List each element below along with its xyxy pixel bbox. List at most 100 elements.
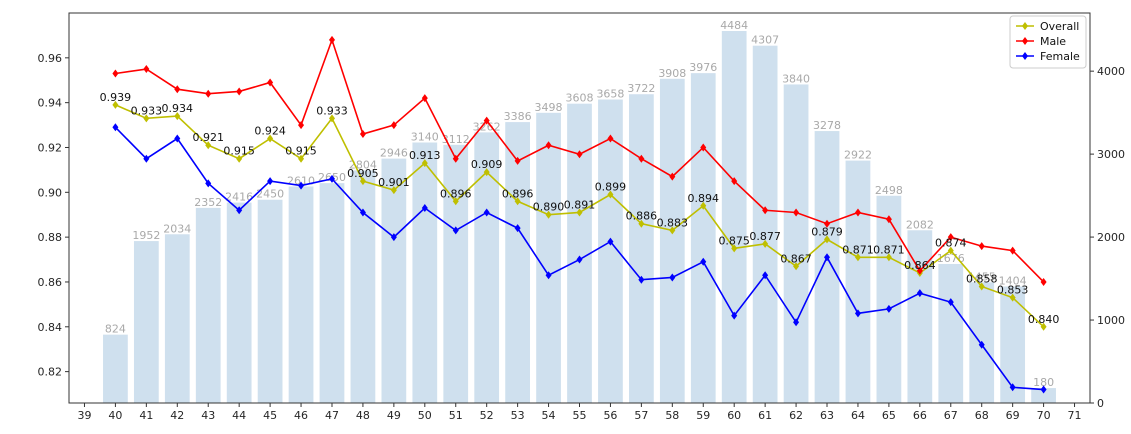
legend: Overall Male Female: [1009, 15, 1087, 69]
series-marker-overall: [669, 226, 676, 235]
bar-value-label: 2082: [906, 218, 934, 231]
series-marker-overall: [700, 201, 707, 210]
series-marker-male: [824, 219, 831, 228]
x-axis-tick-label: 63: [820, 409, 834, 422]
bar-value-label: 3498: [535, 101, 563, 114]
bar-value-label: 2498: [875, 184, 903, 197]
series-marker-male: [545, 141, 552, 150]
bar: [195, 207, 221, 403]
series-marker-female: [793, 318, 800, 327]
series-marker-overall: [854, 253, 861, 262]
legend-label-overall: Overall: [1040, 20, 1079, 33]
series-marker-female: [854, 309, 861, 318]
point-value-label: 0.905: [347, 167, 379, 180]
series-marker-male: [205, 89, 212, 98]
bar-value-label: 180: [1033, 376, 1054, 389]
x-axis-tick-label: 61: [758, 409, 772, 422]
point-value-label: 0.896: [440, 187, 472, 200]
series-marker-male: [576, 150, 583, 159]
point-value-label: 0.939: [100, 91, 132, 104]
series-marker-female: [638, 275, 645, 284]
bar-value-label: 2416: [225, 191, 253, 204]
series-marker-male: [236, 87, 243, 96]
series-marker-female: [700, 257, 707, 266]
series-marker-female: [483, 208, 490, 217]
point-value-label: 0.879: [811, 225, 843, 238]
point-value-label: 0.933: [316, 104, 348, 117]
series-marker-overall: [174, 112, 181, 121]
x-axis-tick-label: 51: [449, 409, 463, 422]
bar-value-label: 3278: [813, 119, 841, 132]
series-marker-male: [298, 121, 305, 130]
series-marker-overall: [1040, 322, 1047, 331]
series-marker-overall: [143, 114, 150, 123]
point-value-label: 0.891: [564, 198, 596, 211]
bar-value-label: 3722: [627, 82, 655, 95]
bar-value-label: 1455: [968, 270, 996, 283]
x-axis-tick-label: 54: [542, 409, 556, 422]
point-value-label: 0.913: [409, 149, 441, 162]
series-marker-overall: [298, 154, 305, 163]
series-marker-male: [638, 154, 645, 163]
series-marker-female: [947, 298, 954, 307]
series-marker-female: [452, 226, 459, 235]
point-value-label: 0.915: [223, 145, 255, 158]
series-marker-female: [236, 206, 243, 215]
series-marker-female: [576, 255, 583, 264]
series-marker-male: [854, 208, 861, 217]
bar: [629, 94, 654, 404]
legend-box: [1009, 15, 1087, 69]
bar: [443, 144, 469, 404]
series-marker-overall: [824, 235, 831, 244]
left-axis-tick-label: 0.86: [38, 276, 63, 289]
series-marker-female: [545, 271, 552, 280]
legend-marker-female: [1022, 52, 1028, 60]
bar: [938, 263, 964, 403]
x-axis-tick-label: 65: [882, 409, 896, 422]
series-marker-female: [328, 174, 335, 183]
x-axis-tick-label: 71: [1068, 409, 1082, 422]
x-axis-tick-label: 44: [232, 409, 246, 422]
x-axis-tick-label: 40: [108, 409, 122, 422]
x-axis-tick-label: 53: [511, 409, 525, 422]
series-marker-female: [1009, 383, 1016, 392]
x-axis-tick-label: 58: [665, 409, 679, 422]
bar: [474, 132, 500, 403]
bar: [783, 84, 809, 404]
series-marker-overall: [1009, 293, 1016, 302]
series-marker-female: [1040, 385, 1047, 394]
bar-value-label: 3976: [689, 61, 717, 74]
series-marker-male: [731, 177, 738, 186]
x-axis-tick-label: 68: [975, 409, 989, 422]
bar-value-label: 2922: [844, 149, 872, 162]
series-marker-female: [885, 304, 892, 313]
left-axis-tick-label: 0.92: [38, 141, 63, 154]
series-marker-female: [421, 204, 428, 212]
bar: [845, 160, 871, 403]
x-axis-tick-label: 59: [696, 409, 710, 422]
series-marker-overall: [545, 210, 552, 219]
bar: [752, 45, 778, 404]
x-axis-tick-label: 62: [789, 409, 803, 422]
series-marker-male: [421, 94, 428, 103]
right-axis-tick-label: 0: [1097, 397, 1104, 410]
series-marker-overall: [390, 186, 397, 195]
bar-value-label: 3112: [442, 133, 470, 146]
x-axis-tick-label: 67: [944, 409, 958, 422]
point-value-label: 0.871: [873, 243, 905, 256]
series-marker-male: [793, 208, 800, 217]
x-axis-tick-label: 47: [325, 409, 339, 422]
left-axis-tick-label: 0.88: [38, 231, 63, 244]
x-axis-tick-label: 60: [727, 409, 741, 422]
x-axis-tick-label: 66: [913, 409, 927, 422]
series-marker-male: [267, 78, 274, 87]
bar: [814, 131, 840, 404]
series-marker-overall: [112, 100, 119, 109]
series-marker-male: [700, 143, 707, 152]
bar-value-label: 3908: [658, 67, 686, 80]
bar-value-label: 1952: [132, 229, 160, 242]
x-axis-tick-label: 52: [480, 409, 494, 422]
series-marker-overall: [947, 246, 954, 255]
